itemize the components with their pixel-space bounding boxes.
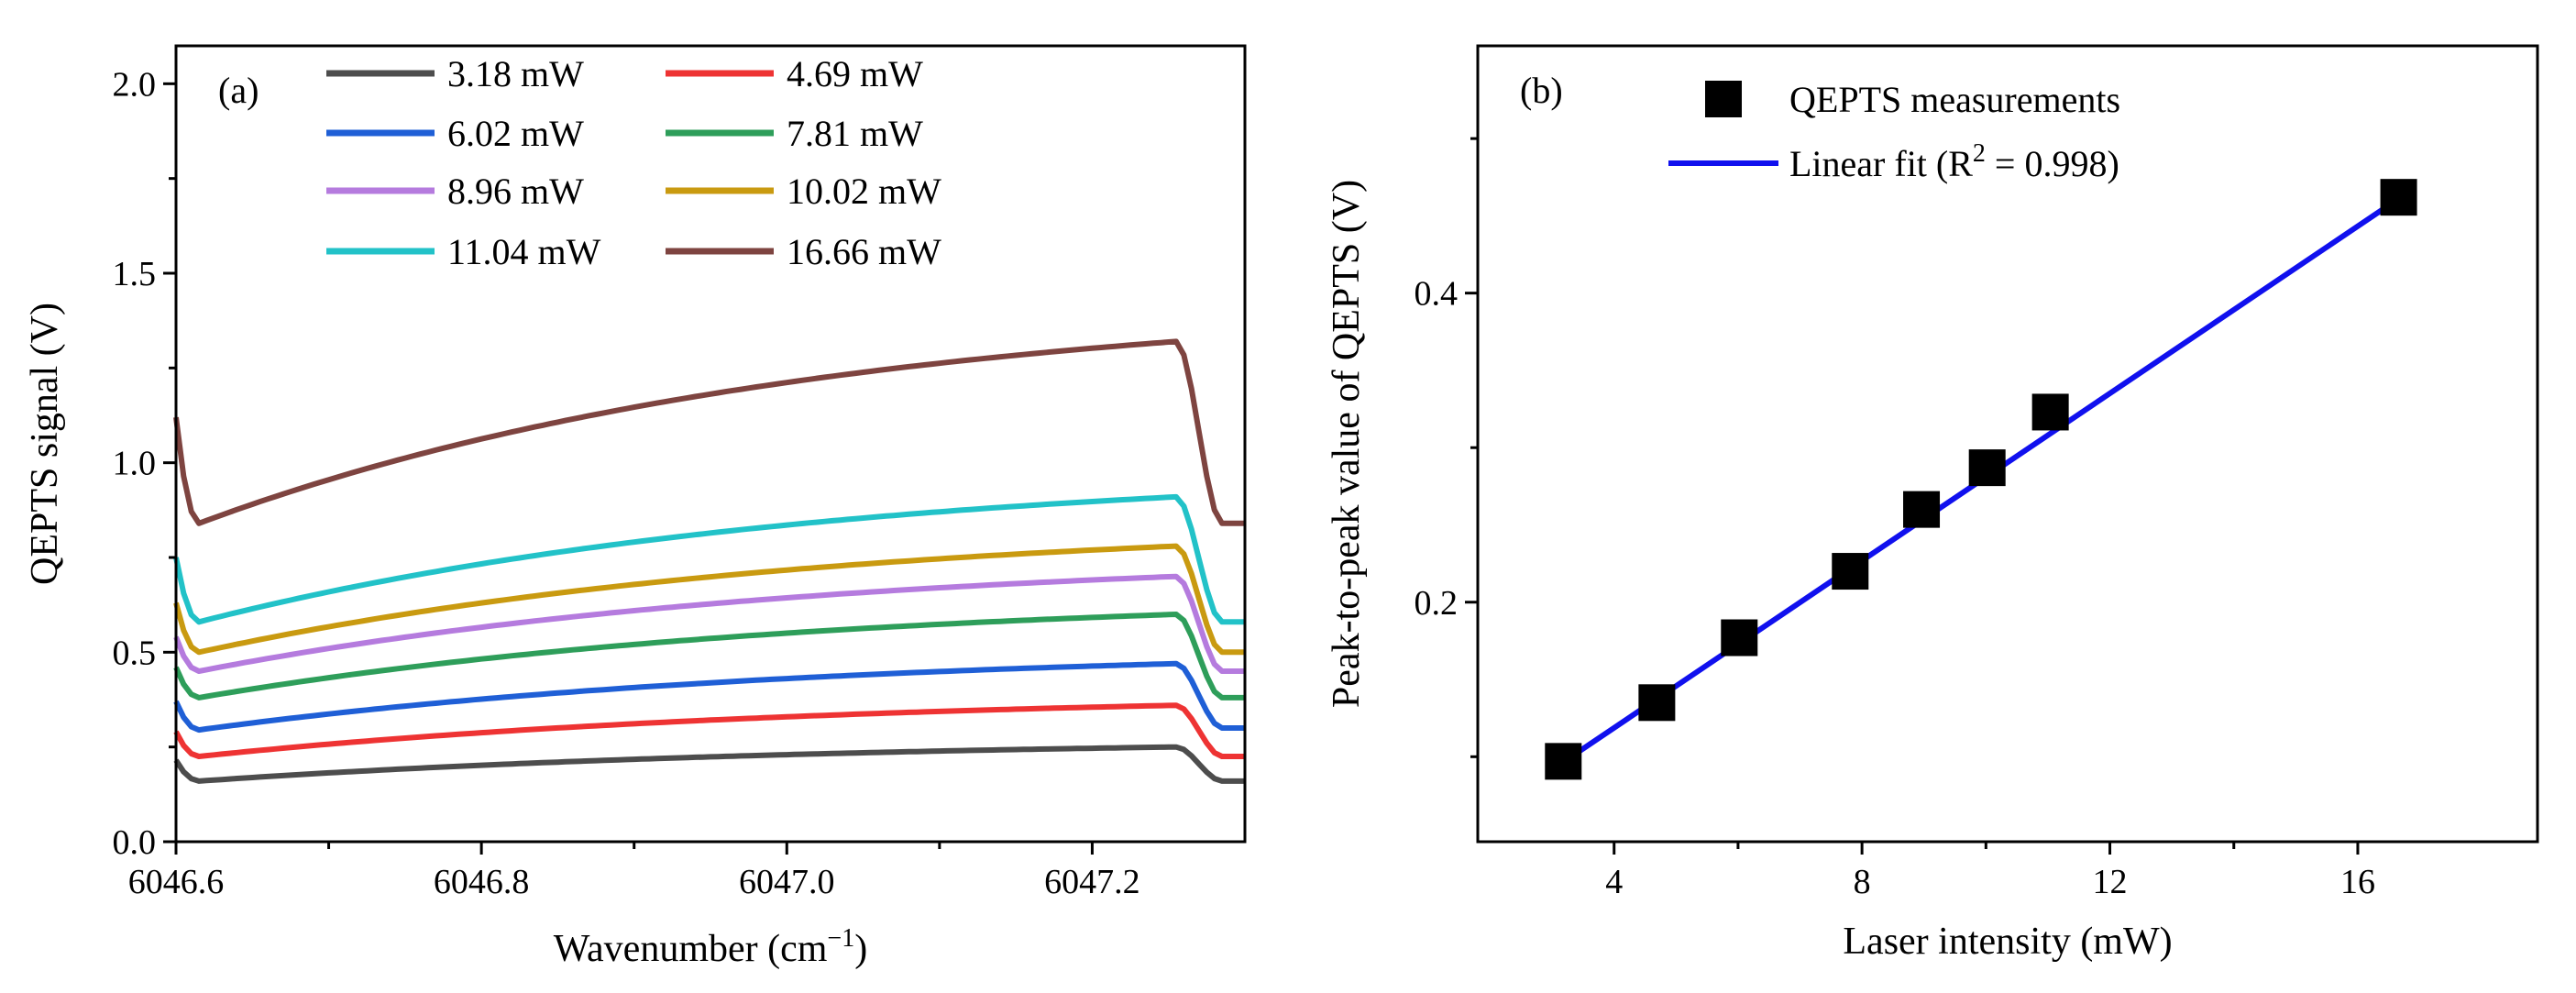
panel-b-y-ticks: 0.2 0.4 — [1415, 137, 1478, 758]
panel-b-frame — [1476, 44, 2539, 844]
panel-b: 4 8 12 16 0.2 0.4 Laser intensity (mW) Peak-… — [1326, 44, 2539, 963]
x-tick-label: 6046.8 — [434, 863, 530, 901]
series-line-10-02-mW — [173, 543, 1245, 656]
series-line-3-18-mW — [173, 744, 1245, 784]
series-line-8-96-mW — [173, 573, 1245, 674]
data-point — [1832, 553, 1869, 590]
legend-label: 11.04 mW — [447, 231, 601, 272]
panel-a-label: (a) — [218, 70, 259, 111]
y-tick-label: 1.0 — [113, 445, 157, 483]
series-line-7-81-mW — [173, 612, 1245, 701]
legend-label: 6.02 mW — [447, 113, 584, 154]
x-tick-label: 6046.6 — [128, 863, 225, 901]
x-tick-label: 12 — [2093, 863, 2128, 901]
series-line-4-69-mW — [173, 702, 1245, 759]
panel-a-series-lines — [173, 338, 1245, 784]
panel-a-x-axis-title: Wavenumber (cm−1) — [554, 924, 867, 970]
series-line-16-66-mW — [173, 338, 1245, 526]
panel-a-y-ticks: 0.0 0.5 1.0 1.5 2.0 — [113, 65, 176, 862]
data-point — [1968, 449, 2006, 487]
y-tick-label: 0.5 — [113, 634, 157, 672]
panel-a: 6046.6 6046.8 6047.0 6047.2 0.0 0.5 1.0 1.5 2.0… — [24, 44, 1247, 970]
y-tick-label: 2.0 — [113, 65, 157, 104]
data-point — [1638, 684, 1676, 722]
legend-label: 4.69 mW — [787, 53, 923, 94]
legend-label: 7.81 mW — [787, 113, 923, 154]
legend-label: 16.66 mW — [787, 231, 941, 272]
data-point — [1903, 491, 1941, 528]
panel-a-legend: 3.18 mW 4.69 mW 6.02 mW 7.81 mW 8.96 mW 10.02… — [326, 53, 941, 272]
series-line-11-04-mW — [173, 493, 1245, 625]
panel-b-y-axis-title: Peak-to-peak value of QEPTS (V) — [1326, 180, 1368, 708]
y-tick-label: 0.4 — [1415, 275, 1459, 314]
data-point — [1721, 619, 1758, 656]
panel-b-data-points — [1545, 179, 2417, 780]
series-line-6-02-mW — [173, 660, 1245, 734]
panel-a-frame — [174, 44, 1247, 844]
data-point — [2031, 393, 2069, 431]
legend-label: 8.96 mW — [447, 171, 584, 212]
legend-label: 3.18 mW — [447, 53, 584, 94]
y-tick-label: 0.2 — [1415, 584, 1459, 623]
y-tick-label: 1.5 — [113, 255, 157, 293]
data-point — [1545, 743, 1582, 780]
x-tick-label: 6047.0 — [739, 863, 835, 901]
legend-label: 10.02 mW — [787, 171, 941, 212]
panel-a-x-ticks: 6046.6 6046.8 6047.0 6047.2 — [128, 842, 1140, 901]
panel-b-x-ticks: 4 8 12 16 — [1605, 842, 2375, 901]
panel-b-label: (b) — [1520, 70, 1563, 111]
legend-label-linear-fit: Linear fit (R2 = 0.998) — [1789, 139, 2119, 184]
panel-b-x-axis-title: Laser intensity (mW) — [1843, 921, 2172, 963]
legend-label-measurements: QEPTS measurements — [1789, 79, 2120, 120]
panel-a-y-axis-title: QEPTS signal (V) — [24, 303, 66, 585]
panel-b-legend: QEPTS measurements Linear fit (R2 = 0.99… — [1668, 79, 2120, 184]
legend-marker-measurements — [1705, 81, 1742, 117]
y-tick-label: 0.0 — [113, 823, 157, 862]
x-tick-label: 8 — [1854, 863, 1871, 901]
data-point — [2380, 179, 2417, 216]
x-tick-label: 6047.2 — [1044, 863, 1140, 901]
x-tick-label: 4 — [1605, 863, 1623, 901]
x-tick-label: 16 — [2340, 863, 2375, 901]
